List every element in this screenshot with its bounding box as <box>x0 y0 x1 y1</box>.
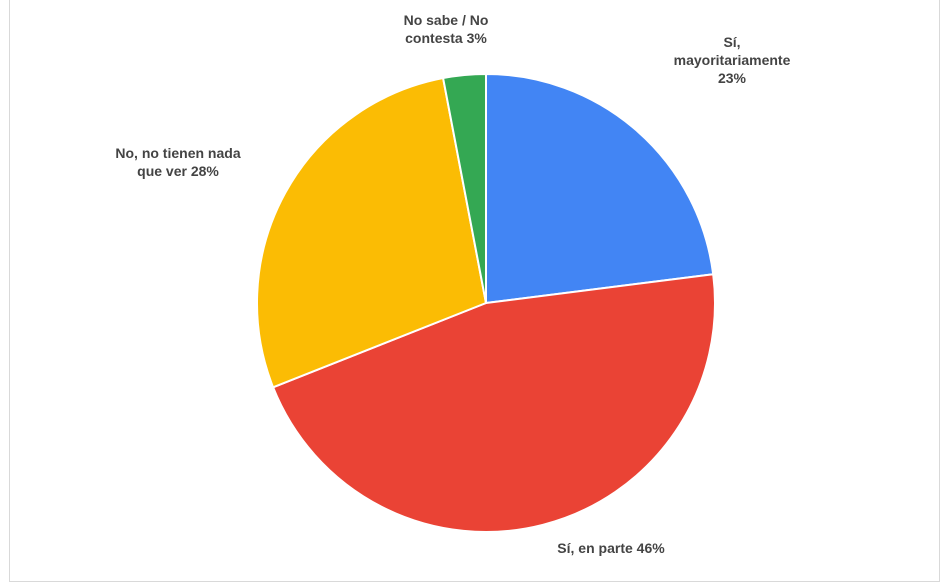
slices-layer <box>256 73 716 533</box>
labels-layer: Sí, mayoritariamente 23% Sí, en parte 46% No… <box>115 12 790 556</box>
slice-label-line: No sabe / No <box>404 12 489 28</box>
pie-slice-1[interactable] <box>485 73 715 304</box>
slice-label-3: No, no tienen nada que ver 28% <box>115 145 240 179</box>
slice-label-line: No, no tienen nada <box>115 145 240 161</box>
pie-slice-4[interactable] <box>442 73 487 304</box>
slice-label-line: Sí, <box>723 34 740 50</box>
slice-label-4: No sabe / No contesta 3% <box>404 12 489 46</box>
slice-label-2: Sí, en parte 46% <box>557 540 665 556</box>
slice-label-line: Sí, en parte 46% <box>557 540 665 556</box>
slice-label-line: contesta 3% <box>405 30 487 46</box>
slice-label-line: mayoritariamente <box>674 52 791 68</box>
slice-label-line: 23% <box>718 70 747 86</box>
pie-slice-3[interactable] <box>256 77 487 389</box>
pie-slice-2[interactable] <box>272 273 716 533</box>
slice-label-line: que ver 28% <box>137 163 219 179</box>
slice-label-1: Sí, mayoritariamente 23% <box>674 34 791 86</box>
